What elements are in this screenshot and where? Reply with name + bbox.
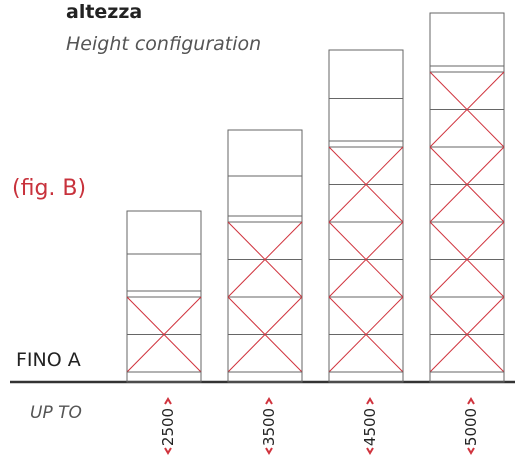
cross-brace [328,296,404,373]
cross-brace [429,71,505,148]
title: altezza [66,1,142,23]
dimension-arrow [366,447,374,455]
dimension-arrow [164,447,172,455]
cross-brace [328,146,404,223]
cross-brace [429,296,505,373]
towers: 2500 3500 4500 5000 [126,12,505,455]
dimension-arrow [265,447,273,455]
cross-brace [429,221,505,298]
subtitle: Height configuration [66,33,261,55]
tower-frame [429,12,505,383]
tower-frame [227,129,303,383]
figure-label: (fig. B) [12,176,86,201]
cross-brace [429,146,505,223]
height-label: 4500 [361,408,379,446]
height-label: 3500 [260,408,278,446]
height-label: 5000 [462,408,480,446]
cross-brace [227,296,303,373]
dimension-arrow [265,397,273,405]
fino-a: FINO A [16,349,81,371]
cross-brace [227,221,303,298]
cross-brace [126,296,202,373]
dimension-arrow [164,397,172,405]
height-label: 2500 [159,408,177,446]
dimension-arrow [366,397,374,405]
tower-frame [328,49,404,383]
up-to: UP TO [30,403,82,423]
dimension-arrow [467,447,475,455]
dimension-arrow [467,397,475,405]
cross-brace [328,221,404,298]
